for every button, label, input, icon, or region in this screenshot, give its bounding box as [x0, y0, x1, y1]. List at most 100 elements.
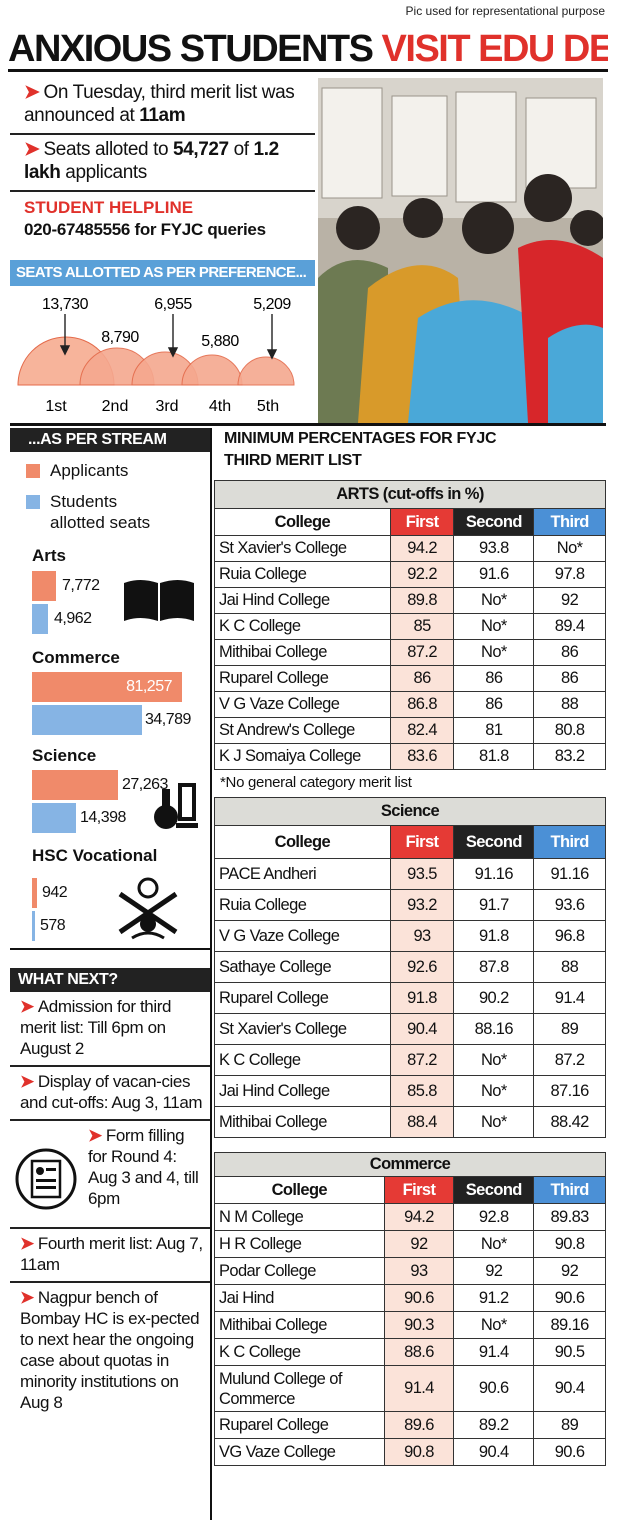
third-cell: 90.5 — [533, 1338, 606, 1366]
third-cell: 88 — [533, 691, 606, 718]
first-cell: 90.4 — [389, 1013, 455, 1045]
first-cell: 83.6 — [389, 743, 455, 770]
college-cell: K C College — [214, 1044, 391, 1076]
second-cell: 88.16 — [453, 1013, 535, 1045]
first-cell: 87.2 — [389, 639, 455, 666]
arrow-icon: ➤ — [20, 1234, 34, 1253]
third-cell: 88 — [533, 951, 606, 983]
second-cell: No* — [453, 613, 535, 640]
second-cell: No* — [453, 1230, 535, 1258]
third-cell: 89 — [533, 1013, 606, 1045]
second-cell: 90.2 — [453, 982, 535, 1014]
tools-icon — [118, 877, 178, 940]
first-cell: 92 — [383, 1230, 455, 1258]
first-cell: 92.6 — [389, 951, 455, 983]
table-row: V G Vaze College 86.8 86 88 — [214, 691, 606, 718]
college-cell: St Xavier's College — [214, 535, 391, 562]
table-row: Ruia College 93.2 91.7 93.6 — [214, 889, 606, 921]
third-cell: 91.4 — [533, 982, 606, 1014]
first-cell: 90.6 — [383, 1284, 455, 1312]
first-cell: 93.2 — [389, 889, 455, 921]
college-cell: H R College — [214, 1230, 385, 1258]
third-cell: 87.16 — [533, 1075, 606, 1107]
bar-arts-allotted: 4,962 — [32, 604, 92, 634]
flask-icon — [154, 783, 198, 829]
table-row: Ruparel College 91.8 90.2 91.4 — [214, 982, 606, 1014]
bar-hsc-allotted: 578 — [32, 911, 66, 941]
preference-chart: 13,730 8,790 6,955 5,880 5,209 1st 2nd 3… — [17, 296, 295, 415]
first-cell: 87.2 — [389, 1044, 455, 1076]
table-row: Ruparel College 89.6 89.2 89 — [214, 1411, 606, 1439]
pref-value-3: 6,955 — [154, 296, 192, 313]
first-cell: 93 — [389, 920, 455, 952]
col-second: Second — [453, 825, 535, 859]
min-percentages-title: MINIMUM PERCENTAGES FOR FYJC THIRD MERIT… — [224, 430, 497, 469]
table-row: V G Vaze College 93 91.8 96.8 — [214, 920, 606, 952]
second-cell: 92 — [453, 1257, 535, 1285]
third-cell: 96.8 — [533, 920, 606, 952]
second-cell: 81 — [453, 717, 535, 744]
table-row: Mithibai College 90.3 No* 89.16 — [214, 1311, 606, 1339]
first-cell: 93.5 — [389, 858, 455, 890]
bar-science-allotted: 14,398 — [32, 803, 126, 833]
col-college: College — [214, 1176, 385, 1204]
college-cell: Mithibai College — [214, 1311, 385, 1339]
table-row: Ruia College 92.2 91.6 97.8 — [214, 561, 606, 588]
first-cell: 82.4 — [389, 717, 455, 744]
col-first: First — [389, 825, 455, 859]
col-first: First — [389, 508, 455, 536]
commerce-table: Commerce College First Second Third N M … — [214, 1152, 606, 1466]
table-row: N M College 94.2 92.8 89.83 — [214, 1203, 606, 1231]
headline-part2: VISIT EDU DEPT — [381, 28, 608, 70]
legend-applicants: Applicants — [26, 460, 210, 481]
form-icon — [15, 1148, 77, 1210]
arts-table: ARTS (cut-offs in %) College First Secon… — [214, 480, 606, 770]
table-row: PACE Andheri 93.5 91.16 91.16 — [214, 858, 606, 890]
students-photo — [318, 78, 603, 423]
pref-label-4: 4th — [209, 398, 231, 415]
col-third: Third — [533, 825, 606, 859]
commerce-table-title: Commerce — [214, 1152, 606, 1177]
bar-arts-applicants: 7,772 — [32, 571, 100, 601]
stream-name-commerce: Commerce — [32, 648, 120, 667]
table-row: K C College 85 No* 89.4 — [214, 613, 606, 640]
facts-block: ➤ On Tuesday, third merit list was announ… — [10, 78, 315, 240]
col-first: First — [383, 1176, 455, 1204]
what-next-item: ➤ Display of vacan-cies and cut-offs: Aug… — [10, 1067, 210, 1121]
bar-commerce-applicants: 81,257 — [32, 672, 182, 702]
arts-rows: St Xavier's College 94.2 93.8 No* Ruia Colle… — [214, 535, 606, 770]
college-cell: Ruia College — [214, 561, 391, 588]
third-cell: 89.4 — [533, 613, 606, 640]
bar-science-applicants: 27,263 — [32, 770, 168, 800]
table-row: Jai Hind College 85.8 No* 87.16 — [214, 1075, 606, 1107]
arrow-icon: ➤ — [20, 997, 34, 1016]
what-next-section: WHAT NEXT? ➤ Admission for third merit li… — [10, 968, 210, 1419]
second-cell: No* — [453, 1311, 535, 1339]
second-cell: 89.2 — [453, 1411, 535, 1439]
helpline-title: STUDENT HELPLINE — [24, 198, 194, 217]
bar-hsc-applicants: 942 — [32, 878, 68, 908]
first-cell: 89.6 — [383, 1411, 455, 1439]
second-cell: 93.8 — [453, 535, 535, 562]
what-next-item: ➤ Admission for third merit list: Till 6p… — [10, 992, 210, 1067]
second-cell: 92.8 — [453, 1203, 535, 1231]
table-row: K C College 87.2 No* 87.2 — [214, 1044, 606, 1076]
table-row: Podar College 93 92 92 — [214, 1257, 606, 1285]
third-cell: 92 — [533, 587, 606, 614]
divider — [10, 423, 606, 426]
third-cell: 89.83 — [533, 1203, 606, 1231]
second-cell: 91.6 — [453, 561, 535, 588]
preference-banner: SEATS ALLOTTED AS PER PREFERENCE... — [10, 260, 315, 286]
table-row: K J Somaiya College 83.6 81.8 83.2 — [214, 743, 606, 770]
stream-name-hsc: HSC Vocational — [32, 846, 158, 865]
second-cell: No* — [453, 587, 535, 614]
what-next-item: ➤ Nagpur bench of Bombay HC is ex-pected … — [20, 1288, 200, 1412]
first-cell: 94.2 — [383, 1203, 455, 1231]
college-cell: PACE Andheri — [214, 858, 391, 890]
legend-allotted: Students allotted seats — [26, 491, 176, 533]
pref-label-5: 5th — [257, 398, 279, 415]
table-row: H R College 92 No* 90.8 — [214, 1230, 606, 1258]
second-cell: 90.6 — [453, 1365, 535, 1412]
third-cell: 86 — [533, 665, 606, 692]
college-cell: V G Vaze College — [214, 920, 391, 952]
